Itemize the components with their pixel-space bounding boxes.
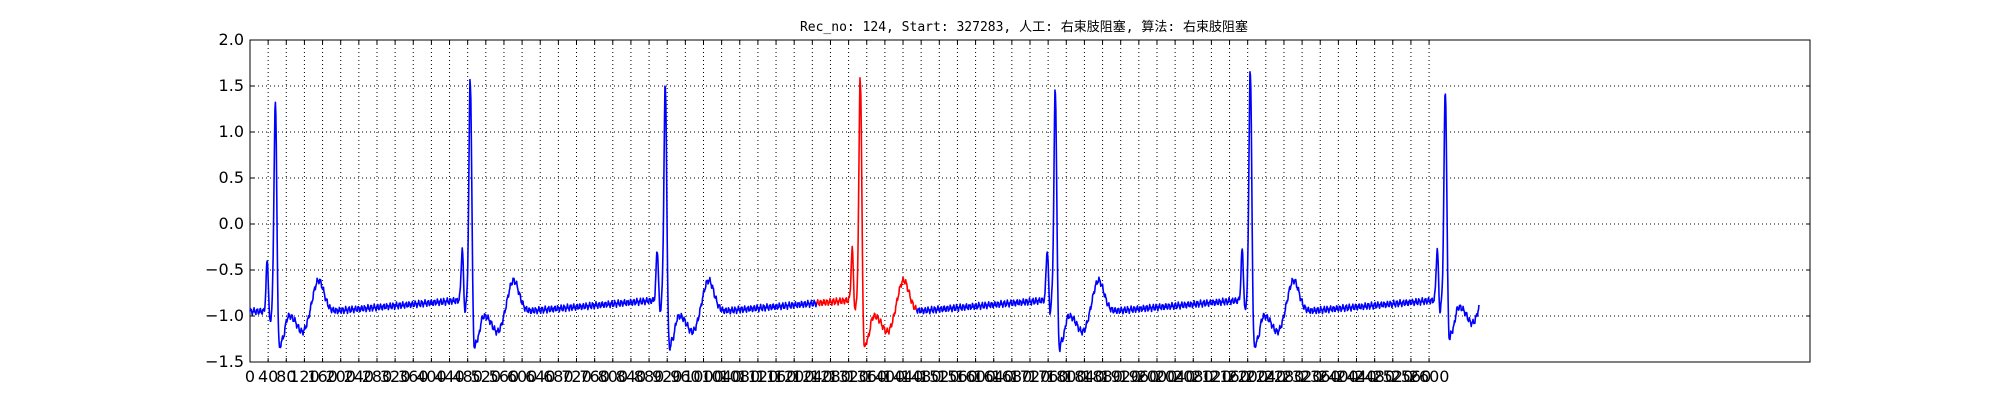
x-tick-label: 680	[543, 367, 574, 386]
y-tick-label: 2.0	[219, 30, 244, 49]
x-tick-label: 480	[452, 367, 483, 386]
x-tick-label: 2080	[1173, 367, 1214, 386]
x-tick-label: 960	[670, 367, 701, 386]
x-tick-label: 1240	[792, 367, 833, 386]
x-tick-label: 1040	[701, 367, 742, 386]
x-axis-labels: 0 408012016020024028032036040044048052056…	[245, 367, 1450, 386]
x-tick-label: 0	[245, 367, 255, 386]
x-tick-label: 1600	[955, 367, 996, 386]
x-tick-label: 2000	[1137, 367, 1178, 386]
x-tick-label: 1200	[774, 367, 815, 386]
x-tick-label: 1280	[810, 367, 851, 386]
x-tick-label: 520	[471, 367, 502, 386]
x-tick-label: 1960	[1118, 367, 1159, 386]
x-tick-label: 1640	[973, 367, 1014, 386]
y-tick-label: −1.5	[205, 352, 244, 371]
x-tick-label: 2440	[1336, 367, 1377, 386]
x-tick-label: 400	[416, 367, 447, 386]
x-tick-label: 2240	[1245, 367, 1286, 386]
x-tick-label: 1920	[1100, 367, 1141, 386]
x-tick-label: 800	[598, 367, 629, 386]
ecg-series-group	[249, 70, 1480, 353]
x-tick-label: 40	[258, 367, 278, 386]
x-tick-label: 320	[380, 367, 411, 386]
ecg-trace	[915, 70, 1480, 353]
x-tick-label: 1760	[1028, 367, 1069, 386]
x-tick-label: 1880	[1082, 367, 1123, 386]
x-tick-label: 560	[489, 367, 520, 386]
x-tick-label: 1000	[683, 367, 724, 386]
x-tick-label: 880	[634, 367, 665, 386]
x-tick-label: 1560	[937, 367, 978, 386]
x-tick-label: 1680	[992, 367, 1033, 386]
x-tick-label: 1160	[756, 367, 797, 386]
x-tick-label: 1800	[1046, 367, 1087, 386]
x-tick-label: 920	[652, 367, 683, 386]
x-tick-label: 1840	[1064, 367, 1105, 386]
x-tick-label: 2120	[1191, 367, 1232, 386]
x-tick-label: 2600	[1409, 367, 1450, 386]
x-tick-label: 2040	[1155, 367, 1196, 386]
y-tick-label: 1.5	[219, 76, 244, 95]
x-tick-label: 2560	[1391, 367, 1432, 386]
x-tick-label: 240	[344, 367, 375, 386]
y-tick-label: −1.0	[205, 306, 244, 325]
x-tick-label: 280	[362, 367, 393, 386]
axis-ticks	[249, 39, 1810, 363]
x-tick-label: 640	[525, 367, 556, 386]
x-tick-label: 2400	[1318, 367, 1359, 386]
x-tick-label: 200	[325, 367, 356, 386]
x-tick-label: 760	[579, 367, 610, 386]
x-tick-label: 120	[289, 367, 320, 386]
x-tick-label: 2200	[1227, 367, 1268, 386]
x-tick-label: 840	[616, 367, 647, 386]
x-tick-label: 1480	[901, 367, 942, 386]
y-tick-label: 1.0	[219, 122, 244, 141]
y-tick-label: 0.5	[219, 168, 244, 187]
x-tick-label: 80	[276, 367, 296, 386]
x-tick-label: 1520	[919, 367, 960, 386]
x-tick-label: 720	[561, 367, 592, 386]
x-tick-label: 2320	[1282, 367, 1323, 386]
x-tick-label: 2160	[1209, 367, 1250, 386]
x-tick-label: 160	[307, 367, 338, 386]
x-tick-label: 600	[507, 367, 538, 386]
ecg-highlight-trace	[816, 77, 917, 348]
y-tick-label: −0.5	[205, 260, 244, 279]
x-tick-label: 440	[434, 367, 465, 386]
x-tick-label: 1400	[865, 367, 906, 386]
ecg-trace	[249, 78, 818, 351]
x-tick-label: 1080	[719, 367, 760, 386]
x-tick-label: 1320	[828, 367, 869, 386]
x-tick-label: 1720	[1010, 367, 1051, 386]
x-tick-label: 1120	[738, 367, 779, 386]
x-tick-label: 2480	[1354, 367, 1395, 386]
chart-title: Rec_no: 124, Start: 327283, 人工: 右束肢阻塞, 算…	[800, 19, 1248, 35]
y-tick-label: 0.0	[219, 214, 244, 233]
x-tick-label: 2520	[1372, 367, 1413, 386]
x-tick-label: 360	[398, 367, 429, 386]
x-tick-label: 2280	[1264, 367, 1305, 386]
y-axis-labels: −1.5 −1.0 −0.5 0.0 0.5 1.0 1.5 2.0	[205, 30, 244, 371]
x-tick-label: 2360	[1300, 367, 1341, 386]
x-tick-label: 1440	[883, 367, 924, 386]
x-tick-label: 1360	[846, 367, 887, 386]
